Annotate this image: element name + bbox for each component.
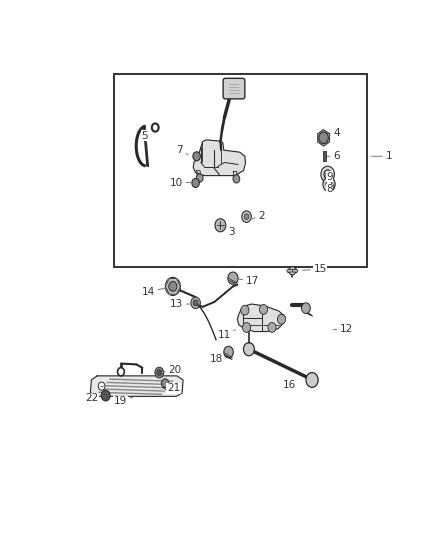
- Text: 7: 7: [177, 145, 188, 155]
- Circle shape: [319, 132, 328, 143]
- Text: 4: 4: [326, 128, 340, 138]
- Circle shape: [215, 219, 226, 232]
- Circle shape: [152, 124, 159, 132]
- Text: 11: 11: [217, 330, 236, 340]
- Circle shape: [169, 281, 177, 292]
- Circle shape: [155, 367, 164, 378]
- Text: 9: 9: [326, 172, 333, 182]
- Circle shape: [321, 166, 335, 183]
- FancyBboxPatch shape: [223, 78, 245, 99]
- Circle shape: [157, 370, 162, 375]
- Polygon shape: [166, 279, 180, 294]
- Text: 20: 20: [163, 365, 182, 375]
- Text: 15: 15: [303, 264, 327, 274]
- Text: 5: 5: [141, 131, 148, 142]
- Text: 14: 14: [141, 287, 165, 297]
- Circle shape: [228, 272, 238, 284]
- FancyArrow shape: [293, 269, 298, 273]
- Text: 2: 2: [251, 211, 265, 221]
- Text: 17: 17: [239, 277, 259, 286]
- Circle shape: [192, 179, 199, 188]
- Circle shape: [117, 368, 124, 376]
- Circle shape: [306, 373, 318, 387]
- Polygon shape: [197, 171, 201, 181]
- Circle shape: [243, 322, 251, 333]
- Circle shape: [193, 300, 198, 306]
- Text: 16: 16: [283, 380, 296, 390]
- Circle shape: [191, 297, 200, 309]
- Polygon shape: [193, 140, 246, 175]
- Text: 19: 19: [114, 397, 133, 406]
- Circle shape: [323, 177, 335, 191]
- Text: 8: 8: [326, 184, 333, 194]
- Text: 6: 6: [327, 151, 340, 161]
- Circle shape: [233, 175, 240, 183]
- Bar: [323, 151, 325, 161]
- Circle shape: [193, 152, 200, 161]
- Text: 10: 10: [170, 178, 192, 188]
- Circle shape: [244, 214, 249, 220]
- Polygon shape: [318, 130, 329, 146]
- Circle shape: [301, 303, 311, 313]
- Circle shape: [244, 343, 254, 356]
- Polygon shape: [233, 172, 238, 182]
- Circle shape: [224, 346, 233, 358]
- Circle shape: [98, 382, 105, 390]
- Circle shape: [101, 390, 110, 401]
- Text: 18: 18: [209, 353, 227, 365]
- Polygon shape: [237, 304, 285, 332]
- Text: 12: 12: [333, 324, 353, 334]
- Circle shape: [241, 305, 249, 315]
- Text: 22: 22: [85, 393, 102, 403]
- FancyArrow shape: [286, 269, 293, 273]
- Bar: [114, 74, 367, 267]
- Circle shape: [289, 266, 296, 275]
- Text: 3: 3: [223, 227, 234, 237]
- Circle shape: [329, 184, 334, 190]
- Circle shape: [268, 322, 276, 333]
- Circle shape: [161, 379, 169, 388]
- Text: 13: 13: [170, 299, 191, 309]
- Text: 21: 21: [163, 383, 180, 393]
- Circle shape: [277, 314, 286, 324]
- Circle shape: [324, 170, 332, 179]
- Circle shape: [242, 211, 251, 222]
- Circle shape: [166, 277, 180, 295]
- Polygon shape: [90, 376, 183, 397]
- Circle shape: [196, 174, 203, 182]
- Text: 1: 1: [371, 151, 392, 161]
- Circle shape: [326, 181, 332, 188]
- Circle shape: [259, 304, 268, 314]
